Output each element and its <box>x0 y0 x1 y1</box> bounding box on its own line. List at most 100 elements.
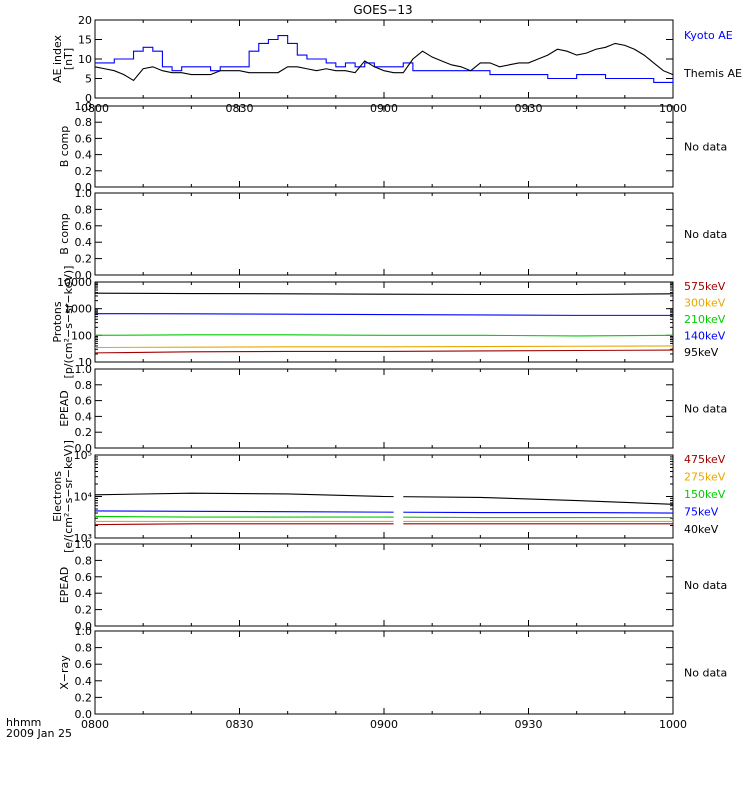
y-tick-label: 0.2 <box>75 604 93 617</box>
panel-8: 0.0 0.2 0.4 0.6 0.8 1.0 0800 0830 0900 0930 1000 X−… <box>58 625 727 731</box>
y-tick-label: 0.2 <box>75 165 93 178</box>
y-tick-label: 0.8 <box>75 642 93 655</box>
y-axis-label-line: [nT] <box>62 48 75 70</box>
y-tick-label: 0.0 <box>75 620 93 633</box>
no-data-label: No data <box>684 228 727 241</box>
y-axis-label-line: B comp <box>58 126 71 168</box>
y-tick-label: 1.0 <box>75 625 93 638</box>
y-axis-label-line: [p/(cm²−s−sr−keV)] <box>62 266 75 379</box>
y-tick-label: 0.2 <box>75 426 93 439</box>
panel-7: 0.0 0.2 0.4 0.6 0.8 1.0 EPEAD No data <box>58 538 727 633</box>
time-axis-label: hhmm <box>6 716 41 729</box>
series-legend-label: 475keV <box>684 453 726 466</box>
y-tick-label: 0.4 <box>75 149 93 162</box>
series-legend-label: 210keV <box>684 313 726 326</box>
series-legend-label: 75keV <box>684 506 719 519</box>
y-tick-label: 0.6 <box>75 571 93 584</box>
series-legend-label: 140keV <box>684 330 726 343</box>
y-tick-label: 1.0 <box>75 187 93 200</box>
no-data-label: No data <box>684 141 727 154</box>
y-tick-label: 0.4 <box>75 587 93 600</box>
y-axis-label-line: Electrons <box>51 471 64 522</box>
series-line <box>94 313 673 316</box>
series-legend-label: 575keV <box>684 280 726 293</box>
y-tick-label: 0.6 <box>75 220 93 233</box>
panel-frame <box>94 368 674 449</box>
y-tick-label: 10³ <box>74 532 92 545</box>
series-legend-label: 95keV <box>684 346 719 359</box>
series-line <box>95 35 674 83</box>
series-line <box>94 345 674 349</box>
y-tick-label: 1.0 <box>75 363 93 376</box>
series-line <box>94 334 674 337</box>
panel-frame <box>94 19 674 99</box>
y-tick-label: 0.0 <box>75 269 93 282</box>
panel-3: 0.0 0.2 0.4 0.6 0.8 1.0 B comp No data <box>58 187 727 282</box>
y-tick-label: 0.4 <box>75 675 93 688</box>
series-line <box>94 510 674 514</box>
y-tick-label: 10⁴ <box>74 491 93 504</box>
series-legend-label: 300keV <box>684 297 726 310</box>
y-axis-label: Protons[p/(cm²−s−sr−keV)] <box>51 266 75 379</box>
y-axis-label: Electrons[e/(cm²−s−sr−keV)] <box>51 440 75 553</box>
y-axis-label-line: EPEAD <box>58 567 71 604</box>
y-axis-label: B comp <box>58 126 71 168</box>
figure-title: GOES−13 <box>353 3 412 17</box>
series-line <box>94 292 674 296</box>
y-axis-label-line: X−ray <box>58 655 71 690</box>
panel-frame <box>94 192 674 276</box>
no-data-label: No data <box>684 667 727 680</box>
data-gap <box>393 485 404 528</box>
series-line <box>94 349 674 354</box>
y-tick-label: 0.2 <box>75 253 93 266</box>
date-label: 2009 Jan 25 <box>6 727 72 740</box>
series-line <box>94 523 673 526</box>
series-line <box>94 515 673 519</box>
panel-5: 0.0 0.2 0.4 0.6 0.8 1.0 EPEAD No data <box>58 363 727 455</box>
y-tick-label: 0.4 <box>75 410 93 423</box>
y-tick-label: 0.8 <box>75 379 93 392</box>
y-axis-label: EPEAD <box>58 567 71 604</box>
y-tick-label: 0.6 <box>75 132 93 145</box>
y-tick-label: 0.6 <box>75 395 93 408</box>
y-tick-label: 1.0 <box>75 100 93 113</box>
y-tick-label: 0.2 <box>75 691 93 704</box>
y-tick-label: 5 <box>85 73 92 86</box>
x-tick-label: 0830 <box>226 718 254 731</box>
y-tick-label: 15 <box>78 34 92 47</box>
no-data-label: No data <box>684 579 727 592</box>
y-tick-label: 0.8 <box>75 554 93 567</box>
series-legend-label: Themis AE <box>683 67 742 80</box>
y-axis-label: B comp <box>58 213 71 255</box>
y-tick-label: 10 <box>78 53 92 66</box>
y-tick-label: 1000 <box>64 303 92 316</box>
y-tick-label: 0.6 <box>75 658 93 671</box>
y-tick-label: 100 <box>71 329 92 342</box>
y-tick-label: 0.0 <box>75 442 93 455</box>
y-tick-label: 20 <box>78 14 92 27</box>
series-legend-label: 150keV <box>684 488 726 501</box>
y-tick-label: 0.0 <box>75 181 93 194</box>
series-legend-label: 275keV <box>684 471 726 484</box>
y-tick-label: 10 <box>78 356 92 369</box>
series-line <box>94 42 674 82</box>
y-tick-label: 1.0 <box>75 538 93 551</box>
y-axis-label-line: Protons <box>51 301 64 342</box>
y-axis-label-line: [e/(cm²−s−sr−keV)] <box>62 440 75 553</box>
y-axis-label-line: B comp <box>58 213 71 255</box>
y-tick-label: 0.0 <box>75 708 93 721</box>
x-tick-label: 0900 <box>370 718 398 731</box>
y-axis-label-line: AE index <box>51 34 64 83</box>
y-axis-label: AE index[nT] <box>51 34 75 83</box>
y-tick-label: 0.4 <box>75 236 93 249</box>
panel-stack: 0 5 10 15 20 0800 0830 0900 0930 1000 AE index[nT]… <box>51 14 742 731</box>
x-tick-label: 0800 <box>81 718 109 731</box>
panel-frame <box>94 543 674 627</box>
x-tick-label: 0930 <box>515 718 543 731</box>
y-axis-label-line: EPEAD <box>58 390 71 427</box>
series-legend-label: 40keV <box>684 523 719 536</box>
panel-frame <box>94 105 674 188</box>
